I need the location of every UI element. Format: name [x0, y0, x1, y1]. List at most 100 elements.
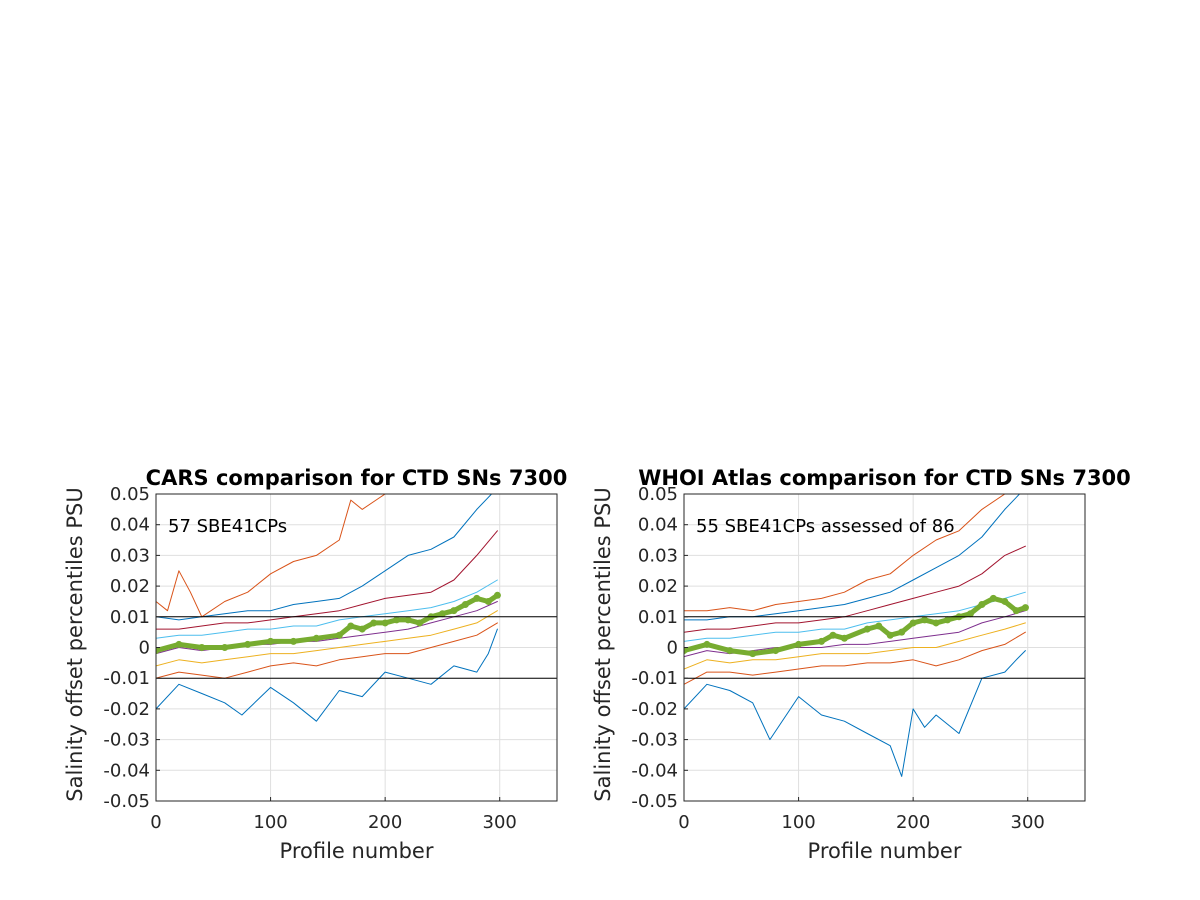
- y-tick-label: 0.05: [638, 484, 678, 505]
- y-axis-label: Salinity offset percentiles PSU: [63, 487, 87, 801]
- cars-comparison-chart: 0 100 200 300 -0.05 -0.04 -0.03 -0.02 -0.01 0 0.01…: [63, 466, 567, 863]
- percentile-series-line-4: [156, 579, 498, 639]
- float-count-annotation: 55 SBE41CPs assessed of 86: [696, 516, 955, 537]
- y-tick-label: -0.02: [631, 699, 678, 720]
- median-point: [932, 619, 940, 627]
- percentile-series-line-1: [156, 622, 498, 679]
- x-tick-label: 100: [253, 812, 287, 833]
- y-axis-label: Salinity offset percentiles PSU: [591, 487, 615, 801]
- y-tick-label: 0.02: [638, 576, 678, 597]
- percentile-series-line-2: [156, 610, 498, 667]
- y-tick-label: 0: [667, 638, 678, 659]
- median-point: [1021, 604, 1029, 612]
- median-point: [909, 619, 917, 627]
- chart-title: CARS comparison for CTD SNs 7300: [146, 466, 568, 490]
- median-point: [817, 637, 825, 645]
- whoi-atlas-comparison-chart: 0 100 200 300 -0.05 -0.04 -0.03 -0.02 -0.01 0 0.01…: [591, 466, 1131, 863]
- median-point: [404, 616, 412, 624]
- median-point: [244, 640, 252, 648]
- x-axis-label: Profile number: [808, 839, 962, 863]
- median-point: [289, 637, 297, 645]
- median-point: [886, 631, 894, 639]
- median-point: [1001, 597, 1009, 605]
- median-point: [221, 644, 229, 651]
- y-tick-label: 0.01: [110, 607, 150, 628]
- percentile-series-line-5: [684, 545, 1026, 633]
- median-point: [484, 597, 492, 605]
- percentile-series-line-0: [156, 628, 498, 722]
- median-point: [840, 634, 848, 642]
- y-tick-label: -0.05: [631, 791, 678, 812]
- y-tick-label: -0.01: [103, 668, 150, 689]
- median-point: [156, 647, 160, 655]
- median-point: [267, 637, 275, 645]
- median-point: [473, 594, 481, 602]
- median-point: [198, 644, 206, 651]
- median-point: [347, 622, 355, 630]
- percentile-series-line-2: [684, 622, 1026, 670]
- x-tick-label: 100: [781, 812, 815, 833]
- y-tick-label: -0.04: [103, 760, 150, 781]
- x-tick-label: 0: [678, 812, 689, 833]
- median-point: [381, 619, 389, 627]
- y-tick-label: 0.03: [638, 545, 678, 566]
- y-tick-label: -0.05: [103, 791, 150, 812]
- median-point: [416, 619, 424, 627]
- y-tick-label: -0.04: [631, 760, 678, 781]
- median-point: [450, 607, 458, 615]
- median-point: [944, 616, 952, 624]
- y-tick-label: -0.03: [103, 730, 150, 751]
- percentile-series-line-5: [156, 530, 498, 630]
- series-group: [684, 494, 1029, 777]
- median-point: [772, 647, 780, 655]
- median-point: [684, 647, 688, 655]
- percentile-series-line-6: [156, 494, 493, 621]
- x-tick-label: 300: [1011, 812, 1045, 833]
- percentile-series-line-4: [684, 591, 1026, 642]
- median-point: [438, 610, 446, 618]
- median-point: [370, 619, 378, 627]
- y-tick-label: 0.04: [638, 515, 678, 536]
- median-point: [358, 625, 366, 633]
- chart-title: WHOI Atlas comparison for CTD SNs 7300: [638, 466, 1131, 490]
- y-tick-label: 0.03: [110, 545, 150, 566]
- percentile-series-line-7: [156, 494, 498, 618]
- median-point: [749, 650, 757, 658]
- y-tick-label: 0.05: [110, 484, 150, 505]
- median-point: [863, 625, 871, 633]
- y-tick-label: 0.04: [110, 515, 150, 536]
- x-tick-label: 300: [483, 812, 517, 833]
- y-tick-label: 0.01: [638, 607, 678, 628]
- median-point: [795, 640, 803, 648]
- median-point: [175, 640, 183, 648]
- y-tick-label: -0.01: [631, 668, 678, 689]
- x-tick-label: 200: [368, 812, 402, 833]
- y-tick-label: 0.02: [110, 576, 150, 597]
- median-point: [966, 610, 974, 618]
- y-tick-label: -0.03: [631, 730, 678, 751]
- series-group: [156, 494, 501, 722]
- x-tick-label: 0: [150, 812, 161, 833]
- median-point: [1012, 607, 1020, 615]
- y-tick-label: -0.02: [103, 699, 150, 720]
- median-point: [703, 640, 711, 648]
- median-point: [493, 591, 501, 599]
- median-point: [898, 628, 906, 636]
- x-tick-label: 200: [896, 812, 930, 833]
- percentile-series-line-1: [684, 631, 1026, 685]
- median-point: [393, 616, 401, 624]
- median-point: [312, 634, 320, 642]
- x-axis-label: Profile number: [280, 839, 434, 863]
- median-point: [989, 594, 997, 602]
- median-point: [875, 622, 883, 630]
- median-point: [335, 631, 343, 639]
- median-point: [461, 601, 469, 609]
- median-point: [726, 647, 734, 655]
- y-tick-label: 0: [139, 638, 150, 659]
- percentile-series-line-7: [684, 494, 1006, 612]
- float-count-annotation: 57 SBE41CPs: [168, 516, 287, 537]
- median-point: [978, 601, 986, 609]
- median-point: [921, 616, 929, 624]
- median-point: [829, 631, 837, 639]
